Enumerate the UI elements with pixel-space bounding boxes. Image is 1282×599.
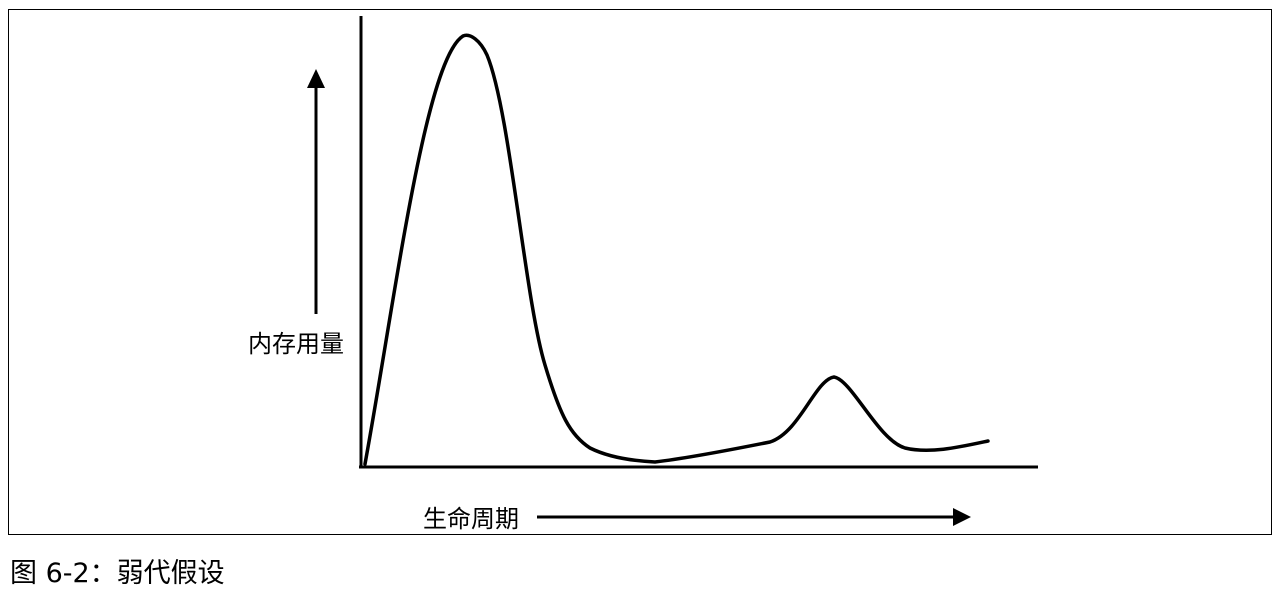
x-axis-label: 生命周期 bbox=[423, 505, 519, 533]
y-arrow-head bbox=[307, 69, 325, 88]
x-arrow-head bbox=[953, 508, 971, 526]
figure-frame bbox=[8, 9, 1272, 535]
y-axis-label: 内存用量 bbox=[248, 330, 344, 358]
figure-caption: 图 6-2：弱代假设 bbox=[10, 558, 225, 589]
memory-usage-curve bbox=[363, 33, 990, 466]
